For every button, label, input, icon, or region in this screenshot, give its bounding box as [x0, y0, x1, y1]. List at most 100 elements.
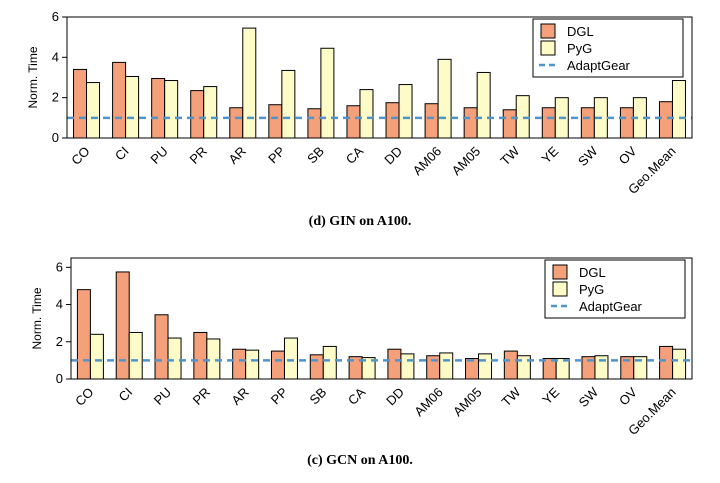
dgl-bar — [346, 105, 361, 139]
chart-panel-2: 0 2 4 6 Norm. Time CO CI PU PR AR PP SB CA DD AM06 AM05… — [30, 257, 693, 468]
x-tick-label: CA — [345, 384, 369, 408]
x-tick-label: OV — [616, 384, 640, 408]
x-tick-label: OV — [616, 143, 640, 167]
pyg-bar — [400, 353, 415, 380]
x-tick-label: CO — [68, 144, 92, 168]
chart-caption: (d) GIN on A100. — [309, 214, 412, 229]
x-tick-label: CI — [112, 144, 132, 164]
x-tick-label: TW — [499, 384, 524, 409]
dgl-bar — [151, 78, 166, 139]
legend-swatch-pyg — [552, 281, 568, 297]
dgl-bar — [112, 61, 127, 139]
dgl-bar — [659, 345, 674, 380]
legend-label: PyG — [579, 282, 604, 297]
pyg-bar — [671, 80, 686, 139]
dgl-bar — [307, 108, 322, 139]
pyg-bar — [476, 71, 491, 139]
dgl-bar — [268, 104, 283, 139]
pyg-bar — [242, 27, 257, 139]
x-tick-label: PR — [186, 144, 209, 167]
dgl-bar — [541, 107, 556, 139]
x-tick-label: SW — [575, 143, 601, 169]
dgl-bar — [502, 109, 517, 139]
dgl-bar — [658, 101, 673, 139]
x-tick-label: YE — [539, 143, 562, 166]
dgl-bar — [619, 107, 634, 139]
chart-panel-1: 0 2 4 6 Norm. Time CO CI PU PR AR PP SB CA DD AM06 AM05… — [26, 9, 693, 229]
dgl-bar — [580, 107, 595, 139]
dgl-bar — [76, 289, 91, 380]
pyg-bar — [672, 348, 687, 380]
legend-swatch-dgl — [540, 23, 556, 39]
legend-swatch-pyg — [540, 40, 556, 56]
pyg-bar — [283, 337, 298, 380]
dgl-bar — [309, 354, 324, 380]
x-tick-label: PU — [151, 385, 174, 408]
x-tick-label: DD — [383, 385, 407, 409]
legend: DGL PyG AdaptGear — [532, 18, 684, 78]
plot-frame — [70, 257, 693, 380]
dgl-bar — [193, 331, 208, 380]
x-tick-label: TW — [497, 143, 522, 168]
pyg-bar — [439, 352, 454, 380]
x-tick-label: PP — [265, 144, 288, 167]
dgl-bar — [73, 68, 88, 139]
legend-label: AdaptGear — [579, 299, 643, 314]
pyg-bar — [245, 349, 260, 380]
legend-label: DGL — [567, 24, 594, 39]
y-tick-label: 6 — [52, 9, 59, 24]
x-tick-label: PP — [268, 385, 291, 408]
dgl-bar — [190, 90, 205, 139]
y-tick-label: 4 — [52, 49, 59, 64]
pyg-bar — [281, 69, 296, 139]
chart-caption: (c) GCN on A100. — [307, 453, 413, 468]
x-tick-label: SB — [307, 385, 330, 408]
y-tick-label: 2 — [56, 334, 63, 349]
pyg-bar — [437, 58, 452, 139]
dgl-bar — [385, 102, 400, 139]
legend-box — [544, 259, 686, 319]
dgl-bar — [270, 350, 285, 380]
x-tick-label: AM06 — [410, 144, 445, 179]
pyg-bar — [322, 345, 337, 380]
legend-label: AdaptGear — [567, 58, 631, 73]
y-tick-label: 0 — [52, 130, 59, 145]
x-tick-label: AR — [226, 144, 249, 167]
y-tick-label: 0 — [56, 371, 63, 386]
pyg-bar — [89, 333, 104, 380]
x-tick-label: AR — [228, 385, 251, 408]
pyg-bar — [125, 75, 140, 139]
x-tick-label: CA — [343, 143, 367, 167]
x-tick-label: DD — [381, 144, 405, 168]
plot-frame — [66, 16, 693, 139]
legend-box — [532, 18, 684, 78]
x-tick-label: PU — [147, 144, 170, 167]
x-tick-label: PR — [190, 385, 213, 408]
pyg-bar — [86, 82, 101, 139]
x-tick-label: SW — [576, 384, 602, 410]
x-tick-label: CO — [72, 385, 96, 409]
y-tick-label: 6 — [56, 259, 63, 274]
pyg-bar — [398, 84, 413, 139]
y-axis-label: Norm. Time — [26, 46, 40, 108]
y-axis-label: Norm. Time — [30, 287, 44, 349]
pyg-bar — [359, 89, 374, 139]
dgl-bar — [229, 107, 244, 139]
y-tick-label: 2 — [52, 90, 59, 105]
y-tick-label: 4 — [56, 297, 63, 312]
legend-swatch-dgl — [552, 264, 568, 280]
pyg-bar — [128, 331, 143, 380]
pyg-bar — [206, 338, 221, 380]
legend: DGL PyG AdaptGear — [544, 259, 686, 319]
pyg-bar — [164, 80, 179, 139]
pyg-bar — [167, 337, 182, 380]
pyg-bar — [320, 47, 335, 139]
x-tick-label: AM05 — [450, 385, 485, 420]
x-tick-label: AM05 — [449, 144, 484, 179]
dgl-bar — [424, 103, 439, 139]
legend-label: DGL — [579, 265, 606, 280]
dgl-bar — [387, 348, 402, 380]
legend-label: PyG — [567, 41, 592, 56]
x-tick-label: YE — [539, 384, 562, 407]
